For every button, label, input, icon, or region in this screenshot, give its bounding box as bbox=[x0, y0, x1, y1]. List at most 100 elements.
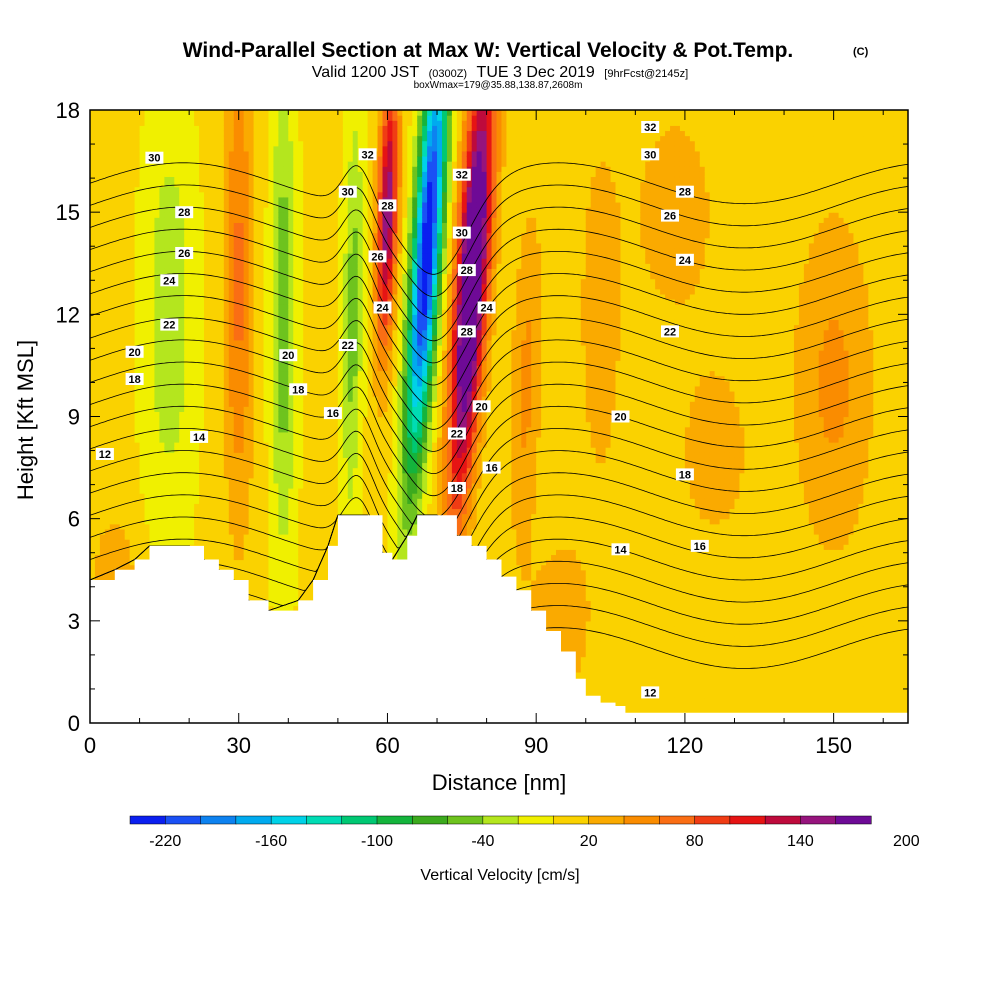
velocity-cell bbox=[208, 283, 215, 290]
velocity-cell bbox=[199, 201, 205, 208]
velocity-cell bbox=[139, 360, 146, 367]
velocity-cell bbox=[238, 278, 245, 285]
velocity-cell bbox=[134, 467, 141, 474]
velocity-cell bbox=[139, 242, 146, 249]
velocity-cell bbox=[223, 477, 230, 484]
velocity-cell bbox=[293, 406, 299, 412]
velocity-cell bbox=[159, 513, 165, 520]
velocity-cell bbox=[164, 145, 170, 152]
velocity-cell bbox=[169, 416, 175, 423]
velocity-cell bbox=[204, 222, 210, 229]
velocity-cell bbox=[253, 595, 260, 601]
velocity-cell bbox=[179, 293, 185, 300]
velocity-cell bbox=[263, 462, 270, 469]
velocity-cell bbox=[90, 370, 96, 377]
velocity-cell bbox=[288, 493, 294, 499]
velocity-cell bbox=[204, 544, 210, 550]
velocity-cell bbox=[144, 482, 151, 489]
velocity-cell bbox=[194, 539, 200, 545]
velocity-cell bbox=[144, 513, 151, 520]
velocity-cell bbox=[169, 288, 175, 295]
velocity-cell bbox=[194, 115, 200, 121]
velocity-cell bbox=[134, 365, 141, 372]
velocity-cell bbox=[119, 232, 126, 239]
velocity-cell bbox=[99, 426, 106, 433]
velocity-cell bbox=[258, 334, 265, 341]
velocity-cell bbox=[194, 421, 200, 428]
velocity-cell bbox=[129, 283, 136, 290]
velocity-cell bbox=[144, 263, 151, 269]
velocity-cell bbox=[288, 508, 294, 515]
velocity-cell bbox=[278, 539, 284, 545]
velocity-cell bbox=[169, 523, 175, 530]
velocity-cell bbox=[134, 319, 141, 326]
velocity-cell bbox=[253, 278, 260, 285]
velocity-cell bbox=[278, 605, 284, 612]
velocity-cell bbox=[253, 585, 260, 591]
velocity-cell bbox=[263, 513, 270, 520]
velocity-cell bbox=[134, 247, 141, 254]
velocity-cell bbox=[204, 212, 210, 218]
velocity-cell bbox=[179, 467, 185, 474]
velocity-cell bbox=[174, 283, 180, 290]
velocity-cell bbox=[208, 324, 215, 331]
velocity-cell bbox=[154, 355, 161, 361]
velocity-cell bbox=[104, 426, 111, 433]
velocity-cell bbox=[104, 201, 111, 208]
velocity-cell bbox=[129, 528, 136, 535]
velocity-cell bbox=[179, 283, 185, 290]
velocity-cell bbox=[199, 319, 205, 326]
velocity-cell bbox=[253, 380, 260, 387]
velocity-cell bbox=[238, 222, 245, 229]
velocity-cell bbox=[273, 574, 279, 581]
velocity-cell bbox=[278, 207, 284, 213]
velocity-cell bbox=[159, 385, 165, 392]
velocity-cell bbox=[288, 242, 294, 249]
velocity-cell bbox=[129, 161, 136, 167]
velocity-cell bbox=[223, 222, 230, 229]
velocity-cell bbox=[159, 140, 165, 147]
velocity-cell bbox=[278, 436, 284, 443]
velocity-cell bbox=[159, 304, 165, 310]
velocity-cell bbox=[243, 396, 250, 402]
velocity-cell bbox=[139, 447, 146, 453]
velocity-cell bbox=[268, 186, 275, 193]
velocity-cell bbox=[243, 253, 250, 259]
velocity-cell bbox=[283, 176, 289, 183]
velocity-cell bbox=[149, 283, 156, 290]
velocity-cell bbox=[233, 401, 240, 407]
chart-title: Wind-Parallel Section at Max W: Vertical… bbox=[183, 39, 794, 62]
velocity-cell bbox=[119, 401, 126, 407]
velocity-cell bbox=[204, 201, 210, 208]
velocity-cell bbox=[288, 421, 294, 428]
velocity-cell bbox=[119, 130, 126, 137]
velocity-cell bbox=[288, 334, 294, 341]
velocity-cell bbox=[268, 370, 275, 377]
velocity-cell bbox=[129, 288, 136, 295]
velocity-cell bbox=[90, 293, 96, 300]
velocity-cell bbox=[189, 365, 195, 372]
velocity-cell bbox=[159, 196, 165, 203]
velocity-cell bbox=[164, 539, 170, 545]
velocity-cell bbox=[154, 309, 161, 315]
velocity-cell bbox=[129, 334, 136, 341]
velocity-cell bbox=[268, 544, 275, 550]
velocity-cell bbox=[258, 176, 265, 183]
velocity-cell bbox=[109, 360, 116, 367]
velocity-cell bbox=[94, 533, 101, 540]
velocity-cell bbox=[283, 380, 289, 387]
velocity-cell bbox=[119, 421, 126, 428]
velocity-cell bbox=[124, 115, 131, 121]
velocity-cell bbox=[283, 334, 289, 341]
velocity-cell bbox=[174, 426, 180, 433]
velocity-cell bbox=[94, 539, 101, 545]
velocity-cell bbox=[283, 130, 289, 137]
velocity-cell bbox=[233, 171, 240, 178]
velocity-cell bbox=[253, 360, 260, 367]
velocity-cell bbox=[223, 518, 230, 525]
velocity-cell bbox=[258, 406, 265, 412]
velocity-cell bbox=[90, 426, 96, 433]
velocity-cell bbox=[288, 201, 294, 208]
velocity-cell bbox=[233, 416, 240, 423]
velocity-cell bbox=[174, 350, 180, 356]
